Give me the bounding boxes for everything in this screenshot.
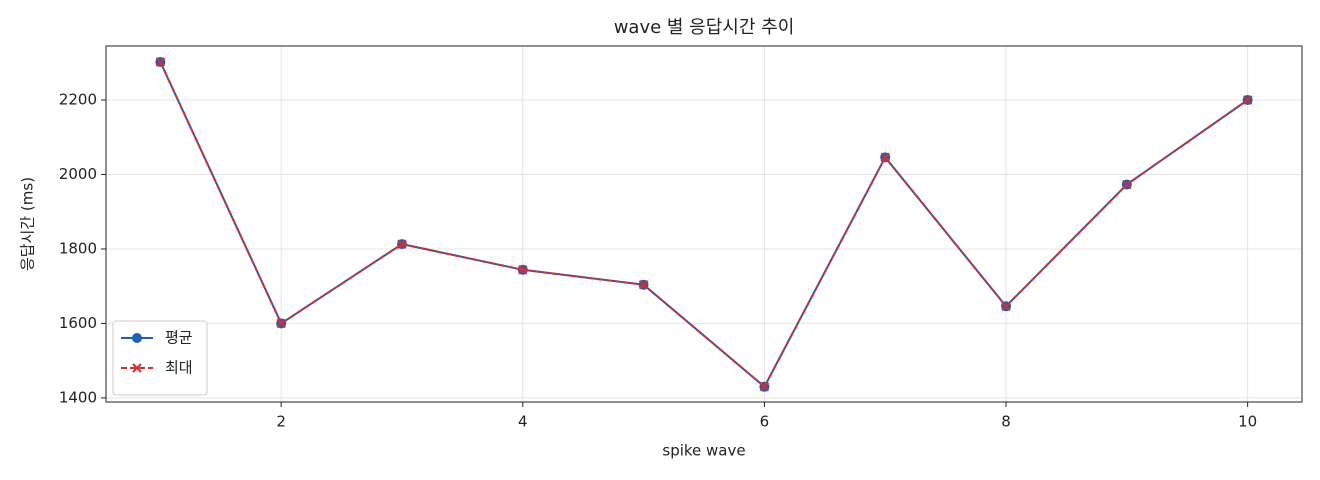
marker	[155, 57, 166, 67]
y-tick-label: 2200	[59, 90, 97, 108]
x-tick-label: 2	[276, 413, 286, 431]
x-tick-label: 6	[760, 413, 770, 431]
marker	[1122, 179, 1132, 190]
chart-title: wave 별 응답시간 추이	[614, 17, 795, 38]
plot-frame	[105, 45, 1303, 403]
y-tick-label: 1600	[59, 314, 97, 332]
legend-marker	[132, 363, 142, 373]
y-tick-label: 1800	[59, 239, 97, 257]
line	[159, 61, 1249, 389]
line	[159, 61, 1249, 389]
marker	[880, 152, 890, 163]
legend-box	[112, 320, 208, 396]
x-axis-label: spike wave	[662, 442, 745, 460]
y-axis-label: 응답시간 (ms)	[19, 177, 37, 271]
marker	[1242, 95, 1253, 105]
legend-marker	[132, 333, 142, 343]
legend-label: 최대	[165, 359, 193, 377]
y-tick-label: 2000	[59, 165, 97, 183]
x-tick-label: 8	[1001, 413, 1011, 431]
legend-label: 평균	[165, 329, 193, 347]
marker	[759, 382, 770, 392]
marker	[638, 279, 649, 290]
x-tick-label: 10	[1238, 413, 1257, 431]
marker	[276, 318, 286, 329]
marker	[1001, 301, 1011, 312]
x-tick-label: 4	[518, 413, 528, 431]
y-tick-label: 1400	[59, 388, 97, 406]
marker	[397, 239, 407, 249]
marker	[518, 265, 528, 275]
